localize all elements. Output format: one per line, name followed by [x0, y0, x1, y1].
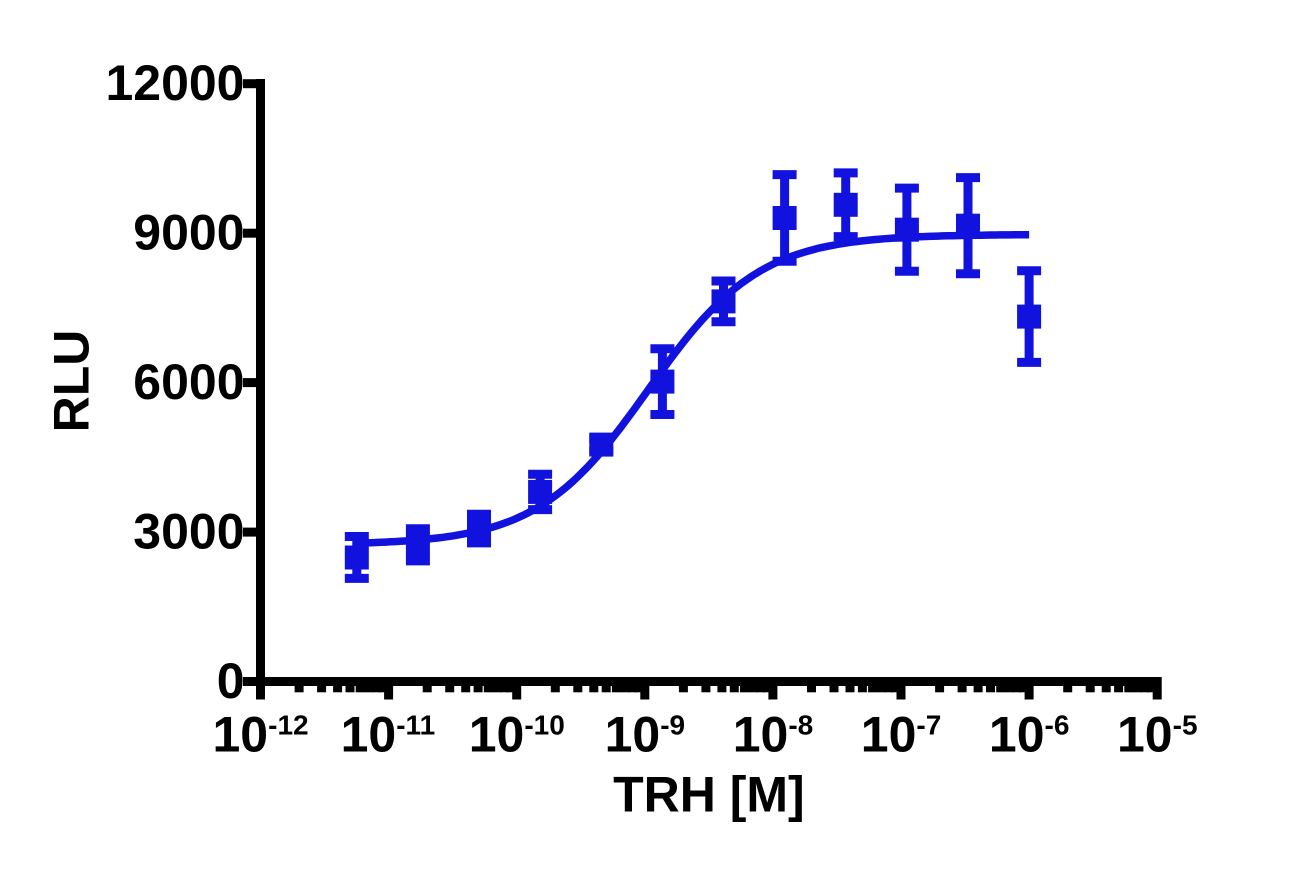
svg-text:10-11: 10-11 — [341, 707, 436, 763]
svg-text:6000: 6000 — [133, 354, 244, 410]
svg-text:0: 0 — [217, 653, 245, 709]
svg-text:10-8: 10-8 — [733, 707, 814, 763]
svg-text:RLU: RLU — [44, 330, 100, 433]
svg-text:3000: 3000 — [133, 504, 244, 560]
svg-text:12000: 12000 — [105, 55, 244, 111]
svg-text:TRH [M]: TRH [M] — [613, 767, 805, 823]
svg-text:9000: 9000 — [133, 205, 244, 261]
